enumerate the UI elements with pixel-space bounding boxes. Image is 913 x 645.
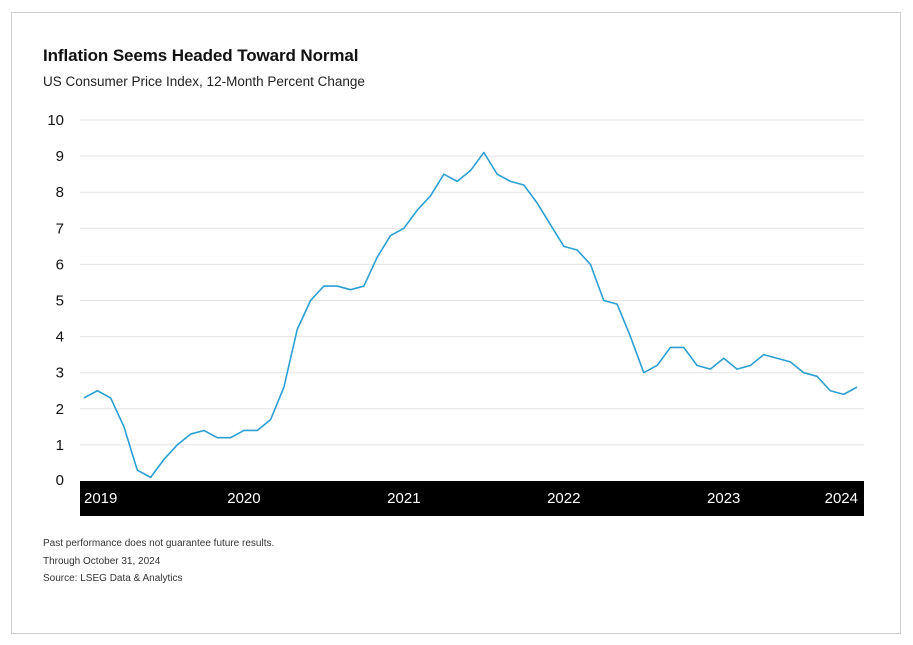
x-axis-band [80, 481, 864, 516]
footnote-disclaimer: Past performance does not guarantee futu… [43, 538, 275, 549]
y-tick-label: 5 [56, 293, 64, 310]
gridlines [80, 119, 864, 446]
y-tick-label: 10 [47, 112, 64, 129]
series-line-cpi [83, 151, 858, 479]
x-axis-tick-labels: 2019 2020 2021 2022 2023 2024 [84, 490, 858, 507]
chart-subtitle: US Consumer Price Index, 12-Month Percen… [43, 74, 365, 89]
y-tick-label: 1 [56, 437, 64, 454]
y-tick-label: 4 [56, 329, 64, 346]
x-tick-label-2020: 2020 [227, 490, 260, 507]
chart-title: Inflation Seems Headed Toward Normal [43, 46, 359, 65]
chart-frame [11, 12, 901, 634]
y-tick-label: 2 [56, 401, 64, 418]
y-tick-label: 3 [56, 365, 64, 382]
y-tick-label: 9 [56, 148, 64, 165]
y-axis-tick-labels: 0 1 2 3 4 5 6 7 8 9 10 [47, 112, 64, 489]
y-tick-label: 8 [56, 184, 64, 201]
footnote-date: Through October 31, 2024 [43, 555, 161, 567]
x-tick-label-2021: 2021 [387, 490, 420, 507]
y-tick-label: 0 [56, 472, 64, 489]
y-tick-label: 6 [56, 256, 64, 273]
x-tick-label-2022: 2022 [547, 490, 580, 507]
footnote-source: Source: LSEG Data & Analytics [43, 573, 183, 584]
footnotes: Past performance does not guarantee futu… [43, 535, 274, 588]
x-tick-label-2019: 2019 [84, 490, 117, 507]
x-tick-label-2023: 2023 [707, 490, 740, 507]
x-tick-label-2024: 2024 [825, 490, 858, 507]
y-tick-label: 7 [56, 220, 64, 237]
